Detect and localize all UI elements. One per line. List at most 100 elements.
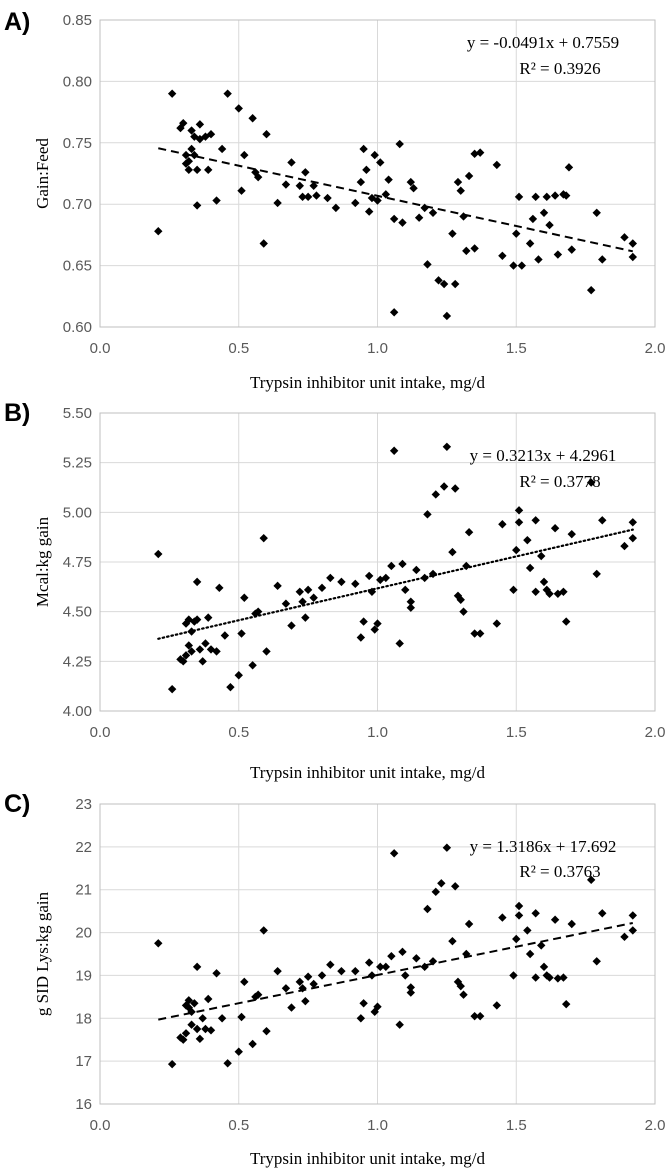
data-point — [359, 999, 368, 1008]
data-point — [514, 518, 524, 527]
data-point — [553, 250, 563, 259]
data-point — [179, 1035, 188, 1044]
data-point — [253, 172, 263, 182]
data-point — [456, 186, 465, 195]
data-point — [187, 627, 196, 636]
data-point — [562, 191, 571, 200]
y-tick-label: 4.75 — [63, 554, 92, 571]
data-point — [395, 1020, 404, 1029]
data-point — [387, 951, 396, 961]
data-point — [545, 220, 554, 230]
data-point — [187, 144, 196, 154]
data-point — [620, 233, 629, 242]
data-point — [401, 971, 410, 980]
data-point — [428, 208, 438, 217]
data-point — [179, 118, 188, 128]
data-point — [373, 1002, 382, 1011]
data-point — [301, 613, 310, 622]
data-point — [309, 181, 318, 190]
data-point — [248, 114, 257, 123]
data-point — [401, 585, 410, 595]
data-point — [395, 639, 404, 648]
data-point — [512, 545, 521, 555]
data-point — [537, 551, 546, 561]
data-point — [195, 645, 205, 654]
data-point — [337, 966, 346, 976]
data-point — [262, 1026, 271, 1036]
data-point — [628, 239, 637, 248]
data-point — [373, 619, 382, 628]
data-point — [428, 957, 438, 966]
data-point — [448, 547, 457, 557]
data-point — [253, 607, 263, 616]
data-point — [204, 613, 213, 622]
x-tick-label: 0.0 — [90, 724, 111, 741]
data-point — [586, 478, 596, 487]
data-point — [248, 1039, 257, 1049]
data-point — [251, 168, 260, 177]
data-point — [475, 148, 485, 157]
data-point — [562, 617, 571, 626]
data-point — [215, 583, 224, 593]
y-tick-label: 0.70 — [63, 196, 92, 213]
data-point — [237, 186, 246, 195]
plot-frame — [99, 19, 656, 328]
data-point — [364, 207, 374, 216]
data-point — [376, 962, 385, 972]
data-point — [212, 647, 221, 656]
data-point — [190, 150, 199, 160]
data-point — [509, 971, 518, 980]
data-point — [542, 192, 551, 202]
data-point — [281, 180, 291, 189]
data-point — [298, 192, 307, 202]
data-point — [464, 919, 474, 929]
y-tick-label: 5.25 — [63, 455, 92, 472]
data-point — [184, 157, 193, 166]
y-tick-label: 21 — [75, 882, 92, 899]
data-point — [628, 911, 637, 920]
data-point — [198, 1014, 207, 1023]
data-point — [237, 629, 246, 638]
data-point — [406, 988, 415, 997]
data-point — [234, 671, 243, 680]
data-point — [154, 549, 163, 559]
data-point — [586, 875, 596, 885]
x-tick-label: 1.0 — [367, 1117, 388, 1134]
data-point — [448, 936, 457, 946]
y-tick-label: 20 — [75, 925, 92, 942]
y-tick-label: 4.25 — [63, 653, 92, 670]
data-point — [303, 192, 313, 202]
data-point — [287, 158, 296, 167]
y-tick-label: 5.50 — [63, 405, 92, 422]
data-point — [198, 657, 207, 666]
data-point — [273, 966, 282, 976]
data-point — [240, 977, 249, 987]
data-point — [528, 214, 538, 224]
data-point — [389, 446, 399, 455]
plot-frame — [99, 803, 656, 1105]
data-point — [459, 990, 468, 999]
data-point — [287, 1003, 296, 1012]
data-point — [545, 589, 554, 598]
y-tick-label: 0.75 — [63, 135, 92, 152]
data-point — [237, 1012, 246, 1022]
y-tick-label: 0.60 — [63, 319, 92, 336]
data-point — [539, 208, 549, 217]
data-point — [356, 1014, 366, 1023]
r-squared-label: R² = 0.3926 — [519, 59, 600, 78]
data-point — [253, 990, 263, 999]
data-point — [470, 244, 479, 253]
data-point — [181, 1029, 191, 1038]
data-point — [592, 569, 601, 579]
data-point — [514, 506, 524, 515]
data-point — [456, 981, 465, 991]
y-axis-title: g SID Lys:kg gain — [33, 891, 52, 1016]
data-point — [206, 130, 216, 139]
data-point — [381, 573, 391, 583]
data-point — [248, 661, 257, 670]
data-point — [531, 516, 540, 525]
data-point — [406, 177, 415, 187]
x-tick-label: 1.0 — [367, 340, 388, 357]
data-point — [598, 516, 607, 525]
data-point — [562, 999, 571, 1009]
